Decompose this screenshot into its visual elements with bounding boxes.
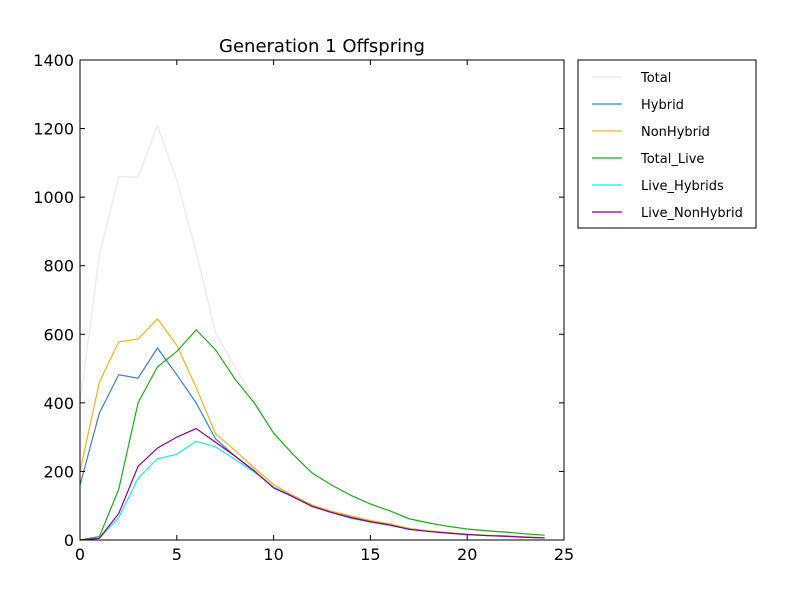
y-tick-label: 800 xyxy=(43,257,74,276)
x-tick-label: 25 xyxy=(554,545,574,564)
y-tick-label: 600 xyxy=(43,325,74,344)
chart-title: Generation 1 Offspring xyxy=(219,36,425,57)
y-tick-label: 400 xyxy=(43,394,74,413)
legend-label-live-hybrids: Live_Hybrids xyxy=(641,179,724,194)
y-axis: 0 200 400 600 800 1000 1200 1400 xyxy=(33,51,564,550)
y-tick-label: 1000 xyxy=(33,188,74,207)
plot-lines xyxy=(79,124,545,541)
y-tick-label: 0 xyxy=(64,531,74,550)
legend-label-nonhybrid: NonHybrid xyxy=(641,125,710,140)
x-tick-label: 0 xyxy=(75,545,85,564)
y-tick-label: 200 xyxy=(43,462,74,481)
x-axis: 0 5 10 15 20 25 xyxy=(75,60,574,564)
series-line-hybrid xyxy=(79,346,545,539)
legend-box xyxy=(577,59,757,229)
y-tick-label: 1200 xyxy=(33,120,74,139)
series-line-live-nonhybrid xyxy=(79,427,545,541)
plot-frame xyxy=(79,59,565,541)
legend-label-total-live: Total_Live xyxy=(640,152,704,167)
x-tick-label: 5 xyxy=(172,545,182,564)
series-line-nonhybrid xyxy=(79,317,545,539)
legend-label-hybrid: Hybrid xyxy=(641,98,684,113)
x-tick-label: 10 xyxy=(263,545,283,564)
y-tick-label: 1400 xyxy=(33,51,74,70)
legend-label-live-nonhybrid: Live_NonHybrid xyxy=(641,206,743,221)
legend: Total Hybrid NonHybrid Total_Live Live_Hybri… xyxy=(577,59,757,229)
x-tick-label: 15 xyxy=(360,545,380,564)
series-line-total-live xyxy=(79,328,545,541)
legend-label-total: Total xyxy=(640,71,671,86)
x-tick-label: 20 xyxy=(457,545,477,564)
